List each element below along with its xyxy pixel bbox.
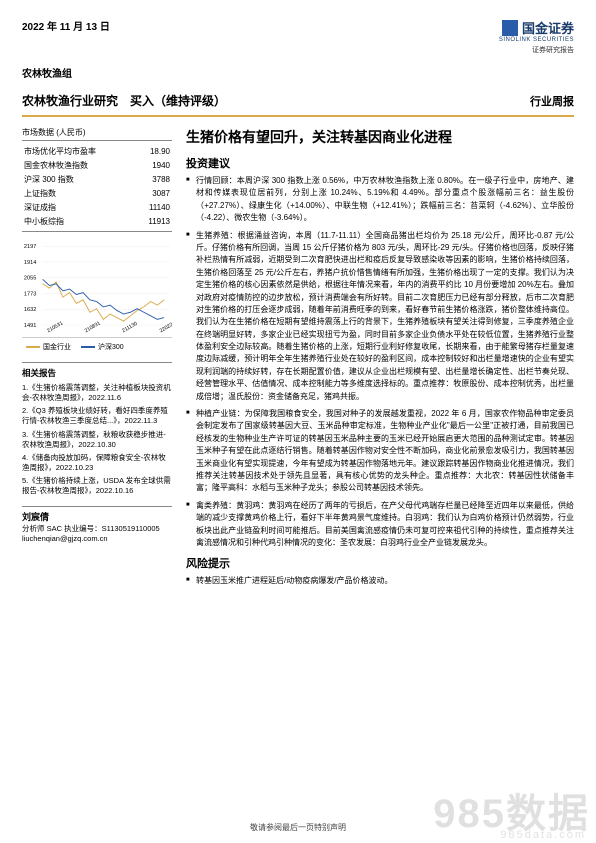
list-item: 4.《储备肉投放加码，保障粮食安全-农林牧渔周报》，2022.10.23 xyxy=(22,453,172,473)
metric-label: 中小板综指 xyxy=(24,215,135,227)
metric-label: 市场优化平均市盈率 xyxy=(24,145,135,157)
svg-text:2055: 2055 xyxy=(24,276,36,282)
watermark-sub: 985data.com xyxy=(500,829,586,841)
metric-label: 沪深 300 指数 xyxy=(24,173,135,185)
svg-text:1914: 1914 xyxy=(24,260,36,266)
related-reports-list: 1.《生猪价格震荡调整，关注种植板块投资机会-农林牧渔周报》，2022.11.6… xyxy=(22,383,172,496)
analyst-cert: 分析师 SAC 执业编号：S1130519110005 xyxy=(22,524,172,535)
bullet-item: 转基因玉米推广进程延后/动物疫病爆发/产品价格波动。 xyxy=(186,575,574,587)
svg-text:210831: 210831 xyxy=(84,320,102,334)
table-row: 国金农林牧渔指数1940 xyxy=(24,159,170,171)
table-row: 上证指数3087 xyxy=(24,187,170,199)
legend-item: 沪深300 xyxy=(81,342,124,352)
table-row: 深证成指11140 xyxy=(24,201,170,213)
legend-label: 沪深300 xyxy=(98,342,124,352)
brand-name-cn: 国金证券 xyxy=(522,18,574,37)
legend-label: 国金行业 xyxy=(43,342,71,352)
svg-text:1773: 1773 xyxy=(24,291,36,297)
brand-name-en: SINOLINK SECURITIES xyxy=(499,37,574,43)
bullet-item: 禽类养殖：黄羽鸡：黄羽鸡在经历了两年的亏损后，在产父母代鸡端存栏量已经降至近四年… xyxy=(186,500,574,550)
svg-text:210531: 210531 xyxy=(46,320,64,334)
metric-value: 18.90 xyxy=(137,145,170,157)
list-item: 5.《生猪价格持续上涨，USDA 发布全球供需报告-农林牧渔周报》，2022.1… xyxy=(22,476,172,496)
market-data-heading: 市场数据 (人民币) xyxy=(22,127,172,141)
table-row: 市场优化平均市盈率18.90 xyxy=(24,145,170,157)
title-bar: 农林牧渔行业研究 买入（维持评级） 行业周报 xyxy=(22,88,574,117)
index-chart: 2197 1914 2055 1773 1632 1491 210531 210831 2111… xyxy=(22,238,172,338)
metric-value: 11140 xyxy=(137,201,170,213)
bullet-list: 行情回顾：本周沪深 300 指数上涨 0.56%，中万农林牧渔指数上涨 0.80… xyxy=(186,175,574,549)
bullet-item: 行情回顾：本周沪深 300 指数上涨 0.56%，中万农林牧渔指数上涨 0.80… xyxy=(186,175,574,225)
svg-text:1491: 1491 xyxy=(24,323,36,329)
section-heading: 风险提示 xyxy=(186,555,574,571)
list-item: 3.《生猪价格震荡调整，秋粮收获稳步推进-农林牧渔周报》，2022.10.30 xyxy=(22,430,172,450)
svg-text:1632: 1632 xyxy=(24,307,36,313)
report-category: 行业周报 xyxy=(530,93,574,109)
main-title: 生猪价格有望回升，关注转基因商业化进程 xyxy=(186,127,574,147)
table-row: 中小板综指11913 xyxy=(24,215,170,227)
legend-swatch xyxy=(26,346,40,348)
analyst-email: liuchenqian@gjzq.com.cn xyxy=(22,534,172,545)
svg-text:220228: 220228 xyxy=(159,320,172,334)
list-item: 2.《Q3 养殖板块业绩好转，看好四季度养殖行情-农林牧渔三季度总结...》，2… xyxy=(22,406,172,426)
metric-label: 深证成指 xyxy=(24,201,135,213)
metric-value: 3788 xyxy=(137,173,170,185)
analyst-name: 刘宸倩 xyxy=(22,511,172,524)
related-reports-heading: 相关报告 xyxy=(22,362,172,379)
bullet-item: 种植产业链：为保障我国粮食安全，我国对种子的发展越发重视，2022 年 6 月，… xyxy=(186,408,574,495)
report-type: 证券研究报告 xyxy=(499,45,574,55)
svg-text:211130: 211130 xyxy=(121,321,138,334)
group-name: 农林牧渔组 xyxy=(22,65,574,80)
sector-rating: 农林牧渔行业研究 买入（维持评级） xyxy=(22,92,226,109)
svg-text:2197: 2197 xyxy=(24,244,36,250)
brand-logo-icon xyxy=(502,20,518,36)
market-data-table: 市场优化平均市盈率18.90国金农林牧渔指数1940沪深 300 指数3788上… xyxy=(22,143,172,229)
metric-value: 1940 xyxy=(137,159,170,171)
legend-swatch xyxy=(81,346,95,348)
table-row: 沪深 300 指数3788 xyxy=(24,173,170,185)
brand-block: 国金证券 SINOLINK SECURITIES 证券研究报告 xyxy=(499,18,574,55)
report-date: 2022 年 11 月 13 日 xyxy=(22,18,110,33)
metric-value: 3087 xyxy=(137,187,170,199)
list-item: 1.《生猪价格震荡调整，关注种植板块投资机会-农林牧渔周报》，2022.11.6 xyxy=(22,383,172,403)
analyst-block: 刘宸倩 分析师 SAC 执业编号：S1130519110005 liuchenq… xyxy=(22,506,172,545)
chart-legend: 国金行业 沪深300 xyxy=(26,342,172,352)
metric-value: 11913 xyxy=(137,215,170,227)
metric-label: 上证指数 xyxy=(24,187,135,199)
legend-item: 国金行业 xyxy=(26,342,71,352)
metric-label: 国金农林牧渔指数 xyxy=(24,159,135,171)
section-heading: 投资建议 xyxy=(186,155,574,171)
bullet-list: 转基因玉米推广进程延后/动物疫病爆发/产品价格波动。 xyxy=(186,575,574,587)
bullet-item: 生猪养殖：根据涌益咨询，本周（11.7-11.11）全国商品猪出栏均价为 25.… xyxy=(186,230,574,403)
